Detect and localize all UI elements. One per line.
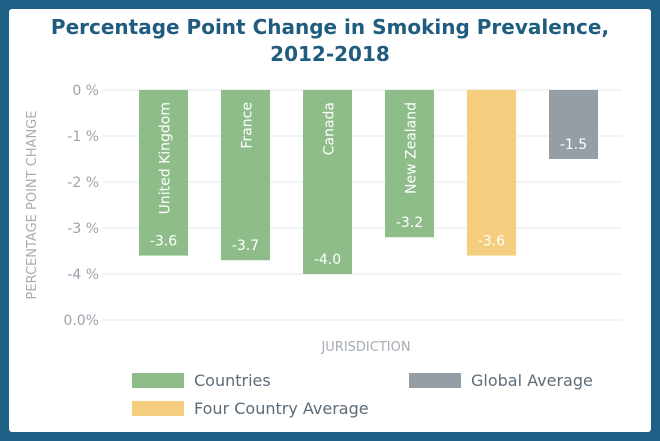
bar: [467, 90, 516, 256]
y-tick-label: -4 %: [67, 267, 99, 283]
legend-label-countries: Countries: [194, 371, 271, 390]
bar-category-label: Canada: [322, 102, 338, 155]
y-tick-label: -3 %: [67, 221, 99, 237]
legend-label-global-average: Global Average: [471, 371, 593, 390]
chart-title-line-1: Percentage Point Change in Smoking Preva…: [50, 15, 610, 39]
bar: [549, 90, 598, 159]
bar: [385, 90, 434, 238]
y-tick-label: -2 %: [67, 175, 99, 191]
x-axis-title: JURISDICTION: [320, 340, 410, 355]
y-axis-title: PERCENTAGE POINT CHANGE: [25, 111, 40, 300]
bar-value-label: -1.5: [560, 137, 587, 153]
bar-value-label: -3.6: [478, 234, 505, 250]
legend-item-four-country-average: Four Country Average: [132, 399, 369, 418]
bar: [139, 90, 188, 256]
bar-value-label: -3.7: [232, 238, 259, 254]
chart-title-line-2: 2012-2018: [270, 42, 390, 66]
legend-swatch-four-country-average: [132, 401, 184, 416]
legend-swatch-global-average: [409, 373, 461, 388]
bar-category-label: New Zealand: [404, 102, 420, 194]
bar: [303, 90, 352, 274]
bar-category-label: France: [240, 102, 256, 149]
y-tick-label: 0 %: [72, 83, 99, 99]
legend-item-countries: Countries: [132, 371, 271, 390]
y-tick-label: 0.0%: [63, 313, 99, 329]
legend-item-global-average: Global Average: [409, 371, 593, 390]
bar-value-label: -3.2: [396, 215, 423, 231]
bar-value-label: -3.6: [150, 234, 177, 250]
bar-category-label: United Kingdom: [158, 102, 174, 214]
bar: [221, 90, 270, 261]
legend-swatch-countries: [132, 373, 184, 388]
legend-label-four-country-average: Four Country Average: [194, 399, 369, 418]
chart-title: Percentage Point Change in Smoking Preva…: [0, 14, 660, 68]
bar-value-label: -4.0: [314, 252, 341, 268]
y-tick-label: -1 %: [67, 129, 99, 145]
